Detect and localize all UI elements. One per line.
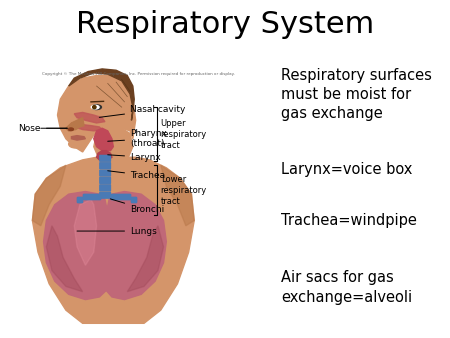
FancyBboxPatch shape [99, 162, 111, 169]
Polygon shape [72, 123, 102, 131]
FancyBboxPatch shape [99, 170, 111, 176]
Text: Larynx=voice box: Larynx=voice box [281, 162, 413, 177]
Polygon shape [130, 197, 135, 202]
Polygon shape [127, 226, 163, 292]
FancyBboxPatch shape [99, 177, 111, 184]
Polygon shape [94, 128, 133, 160]
FancyBboxPatch shape [99, 192, 111, 199]
Text: Pharynx
(throat): Pharynx (throat) [108, 129, 167, 148]
Polygon shape [32, 165, 66, 226]
Ellipse shape [68, 128, 73, 130]
Text: Air sacs for gas
exchange=alveoli: Air sacs for gas exchange=alveoli [281, 270, 412, 305]
Text: Respiratory surfaces
must be moist for
gas exchange: Respiratory surfaces must be moist for g… [281, 68, 432, 121]
Ellipse shape [93, 105, 96, 109]
FancyBboxPatch shape [99, 170, 111, 176]
Text: Bronchi: Bronchi [110, 199, 164, 215]
Polygon shape [58, 75, 135, 152]
Polygon shape [66, 118, 84, 131]
Text: Trachea: Trachea [108, 171, 165, 180]
Text: Lungs: Lungs [77, 226, 157, 236]
FancyBboxPatch shape [99, 162, 111, 169]
FancyBboxPatch shape [99, 177, 111, 184]
Text: Copyright © The McGraw-Hill Companies, Inc. Permission required for reproduction: Copyright © The McGraw-Hill Companies, I… [42, 72, 235, 76]
Polygon shape [83, 194, 100, 199]
Polygon shape [74, 113, 105, 123]
Polygon shape [111, 194, 130, 199]
Text: Upper
respiratory
tract: Upper respiratory tract [161, 119, 207, 150]
Polygon shape [32, 157, 194, 323]
Text: Nasal cavity: Nasal cavity [99, 105, 185, 117]
Text: Nose: Nose [18, 124, 68, 133]
Text: Larynx: Larynx [108, 153, 161, 162]
Text: Respiratory System: Respiratory System [76, 10, 374, 39]
Polygon shape [94, 128, 113, 151]
Text: Trachea=windpipe: Trachea=windpipe [281, 213, 417, 228]
Polygon shape [44, 192, 111, 299]
Ellipse shape [91, 105, 99, 109]
Polygon shape [130, 197, 135, 202]
Polygon shape [69, 69, 134, 120]
Text: Lower
respiratory
tract: Lower respiratory tract [161, 175, 207, 206]
Polygon shape [104, 192, 166, 299]
FancyBboxPatch shape [99, 185, 111, 191]
Polygon shape [74, 199, 97, 265]
Polygon shape [77, 197, 82, 202]
Ellipse shape [92, 105, 101, 110]
Polygon shape [46, 226, 83, 292]
Polygon shape [97, 151, 112, 160]
Polygon shape [83, 194, 100, 199]
Polygon shape [161, 165, 194, 226]
Polygon shape [111, 194, 130, 199]
Polygon shape [77, 197, 82, 202]
FancyBboxPatch shape [99, 155, 111, 162]
FancyBboxPatch shape [99, 192, 111, 199]
Polygon shape [72, 136, 86, 140]
Ellipse shape [69, 140, 83, 148]
FancyBboxPatch shape [99, 185, 111, 191]
FancyBboxPatch shape [99, 155, 111, 162]
